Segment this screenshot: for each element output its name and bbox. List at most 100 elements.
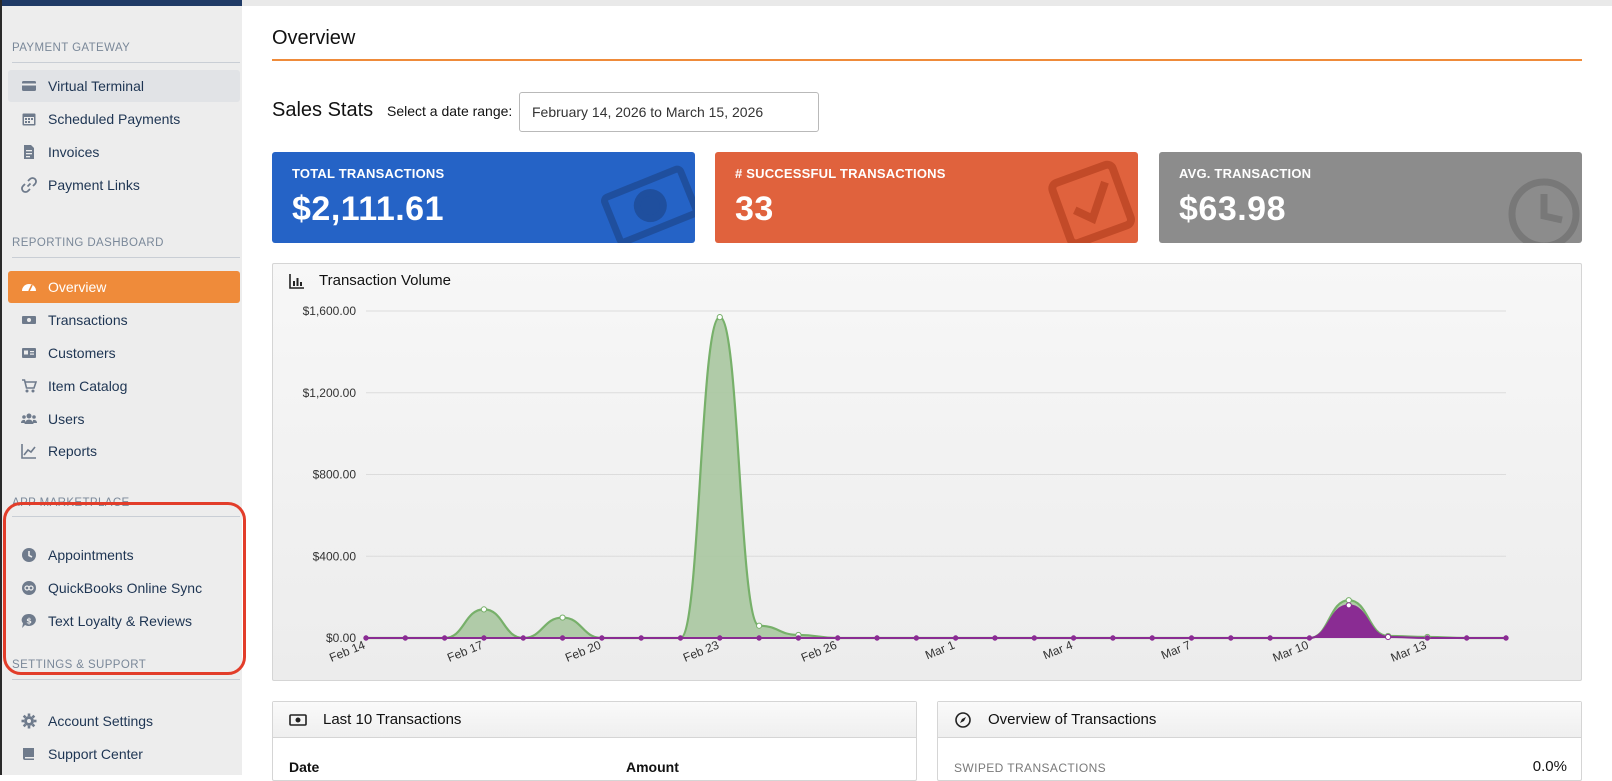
overview-transactions-title: Overview of Transactions <box>988 711 1157 728</box>
data-point <box>1110 635 1116 641</box>
shopping-cart-icon <box>8 378 48 394</box>
x-tick-label: Mar 1 <box>923 638 957 663</box>
data-point <box>1384 633 1392 641</box>
data-point <box>559 635 566 641</box>
sidebar-item-label: Reports <box>48 443 98 459</box>
data-point <box>638 635 644 641</box>
data-point <box>1345 597 1352 604</box>
money-bill-icon <box>601 165 695 243</box>
sidebar: PAYMENT GATEWAY Virtual Terminal Scheduled… <box>0 0 242 775</box>
data-point <box>1070 635 1077 641</box>
sidebar-item-invoices[interactable]: Invoices <box>8 136 240 168</box>
sidebar-section-title: APP MARKETPLACE <box>12 497 130 509</box>
x-tick-label: Mar 10 <box>1271 638 1311 665</box>
series-line <box>365 316 1507 640</box>
chat-dollar-icon: $ <box>8 613 48 629</box>
clock-icon <box>1508 178 1580 243</box>
chart-title: Transaction Volume <box>319 272 452 289</box>
sidebar-item-quickbooks-online-sync[interactable]: QuickBooks Online Sync <box>8 572 240 604</box>
card-value: 33 <box>735 190 774 228</box>
sidebar-item-label: Payment Links <box>48 177 140 193</box>
quickbooks-icon <box>8 580 48 596</box>
line-chart-icon <box>8 443 48 459</box>
file-invoice-icon <box>8 144 48 160</box>
sidebar-item-transactions[interactable]: Transactions <box>8 304 240 336</box>
data-point <box>756 635 762 641</box>
data-point <box>795 635 802 641</box>
sidebar-item-users[interactable]: Users <box>8 403 240 435</box>
data-point <box>480 606 488 613</box>
check-square-icon <box>1048 160 1135 243</box>
sidebar-item-label: Account Settings <box>48 713 154 729</box>
sidebar-item-overview[interactable]: Overview <box>8 271 240 303</box>
data-point <box>992 635 998 641</box>
x-tick-label: Mar 13 <box>1389 638 1429 665</box>
sidebar-item-label: Appointments <box>48 547 134 563</box>
sidebar-item-payment-links[interactable]: Payment Links <box>8 169 240 201</box>
data-point <box>913 635 920 641</box>
x-tick-label: Feb 26 <box>799 638 839 665</box>
transaction-volume-panel: Transaction Volume $0.00 $400.00 $800.00 $1… <box>272 263 1582 681</box>
x-tick-label: Mar 7 <box>1159 638 1193 663</box>
sidebar-section-divider <box>12 62 240 63</box>
sidebar-item-label: Scheduled Payments <box>48 111 181 127</box>
data-point <box>363 635 369 641</box>
sidebar-item-item-catalog[interactable]: Item Catalog <box>8 370 240 402</box>
data-point <box>1463 635 1470 641</box>
sidebar-item-customers[interactable]: Customers <box>8 337 240 369</box>
y-tick-label: $400.00 <box>313 549 357 563</box>
page-title: Overview <box>272 27 356 49</box>
data-point <box>402 635 409 641</box>
credit-card-icon <box>8 78 48 94</box>
speedometer-icon <box>8 279 48 295</box>
sidebar-item-virtual-terminal[interactable]: Virtual Terminal <box>8 70 240 102</box>
date-range-input[interactable] <box>519 92 819 132</box>
sidebar-section-title: REPORTING DASHBOARD <box>12 237 164 249</box>
sidebar-section-divider <box>12 257 240 258</box>
swiped-transactions-value: 0.0% <box>1532 758 1567 775</box>
column-header-date[interactable]: Date <box>289 759 320 775</box>
data-point <box>599 635 605 641</box>
clock-icon <box>8 547 48 563</box>
sidebar-item-label: Users <box>48 411 85 427</box>
card-value: $2,111.61 <box>292 190 445 228</box>
data-point <box>1149 635 1155 641</box>
money-bill-icon <box>8 312 48 328</box>
sidebar-item-account-settings[interactable]: Account Settings <box>8 705 240 737</box>
swiped-transactions-label: SWIPED TRANSACTIONS <box>954 761 1107 775</box>
data-point <box>677 635 684 641</box>
x-tick-label: Mar 4 <box>1041 638 1075 663</box>
sidebar-section-title: SETTINGS & SUPPORT <box>12 659 147 671</box>
sidebar-item-support-center[interactable]: Support Center <box>8 738 240 770</box>
sidebar-topbar <box>2 0 242 6</box>
data-point <box>1267 635 1273 641</box>
data-point <box>520 635 526 641</box>
sidebar-item-label: Virtual Terminal <box>48 78 144 94</box>
title-divider <box>272 59 1582 61</box>
sales-stats-title: Sales Stats <box>272 99 374 121</box>
sidebar-item-label: Transactions <box>48 312 128 328</box>
sidebar-item-scheduled-payments[interactable]: Scheduled Payments <box>8 103 240 135</box>
data-point <box>1188 635 1195 641</box>
last-transactions-panel: Last 10 Transactions Date Amount <box>272 701 917 781</box>
last-transactions-title: Last 10 Transactions <box>323 711 462 728</box>
x-tick-label: Feb 17 <box>445 638 485 665</box>
data-point <box>952 635 959 641</box>
sidebar-item-reports[interactable]: Reports <box>8 435 240 467</box>
card-label: AVG. TRANSACTION <box>1179 166 1312 181</box>
series-area <box>366 317 1506 638</box>
overview-transactions-header: Overview of Transactions <box>938 702 1581 738</box>
sidebar-item-label: QuickBooks Online Sync <box>48 580 203 596</box>
last-transactions-header: Last 10 Transactions <box>273 702 916 738</box>
sidebar-item-label: Overview <box>48 279 107 295</box>
sidebar-item-label: Text Loyalty & Reviews <box>48 613 192 629</box>
card-label: # SUCCESSFUL TRANSACTIONS <box>735 166 946 181</box>
sidebar-item-appointments[interactable]: Appointments <box>8 539 240 571</box>
date-range-label: Select a date range: <box>387 103 513 119</box>
column-header-amount[interactable]: Amount <box>626 759 679 775</box>
data-point <box>756 622 763 629</box>
x-tick-label: Feb 23 <box>681 638 721 665</box>
sidebar-item-text-loyalty-reviews[interactable]: $ Text Loyalty & Reviews <box>8 605 240 637</box>
sidebar-section-divider <box>12 679 240 680</box>
data-point <box>874 635 880 641</box>
